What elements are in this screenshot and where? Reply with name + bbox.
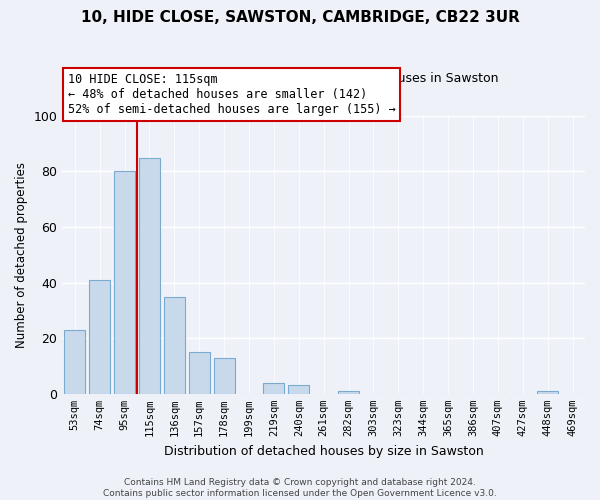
Text: 10 HIDE CLOSE: 115sqm
← 48% of detached houses are smaller (142)
52% of semi-det: 10 HIDE CLOSE: 115sqm ← 48% of detached … [68,73,395,116]
Bar [263,382,284,394]
Bar [64,330,85,394]
Text: Contains HM Land Registry data © Crown copyright and database right 2024.
Contai: Contains HM Land Registry data © Crown c… [103,478,497,498]
X-axis label: Distribution of detached houses by size in Sawston: Distribution of detached houses by size … [164,444,484,458]
Bar [114,172,135,394]
Bar [89,280,110,394]
Bar [338,391,359,394]
Bar [139,158,160,394]
Title: Size of property relative to detached houses in Sawston: Size of property relative to detached ho… [148,72,499,86]
Bar [214,358,235,394]
Y-axis label: Number of detached properties: Number of detached properties [15,162,28,348]
Text: 10, HIDE CLOSE, SAWSTON, CAMBRIDGE, CB22 3UR: 10, HIDE CLOSE, SAWSTON, CAMBRIDGE, CB22… [80,10,520,25]
Bar [288,386,310,394]
Bar [188,352,210,394]
Bar [164,296,185,394]
Bar [537,391,558,394]
